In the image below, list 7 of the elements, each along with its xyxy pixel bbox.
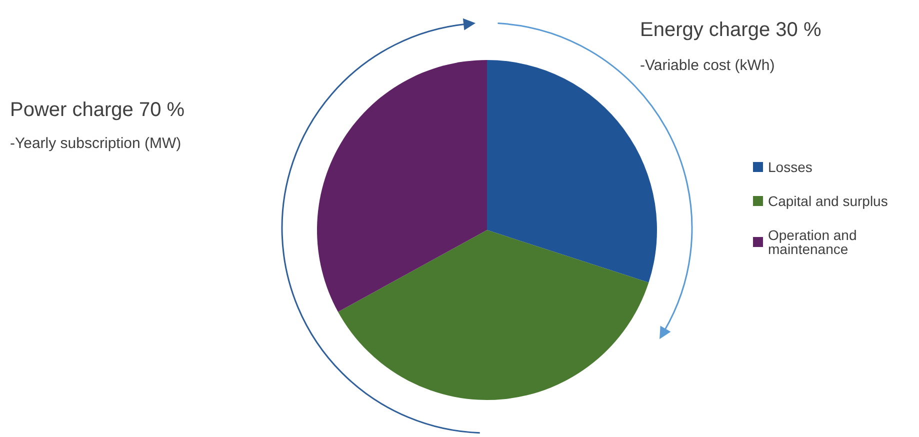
legend-label: Losses [768,159,812,175]
text: -Yearly subscription (MW) [10,135,182,152]
text: Energy charge 30 % [640,19,822,41]
legend-label: Operation and maintenance [768,227,861,257]
text: -Variable cost (kWh) [640,57,775,74]
legend-label: Capital and surplus [768,193,888,209]
text: Power charge 70 % [10,99,185,121]
